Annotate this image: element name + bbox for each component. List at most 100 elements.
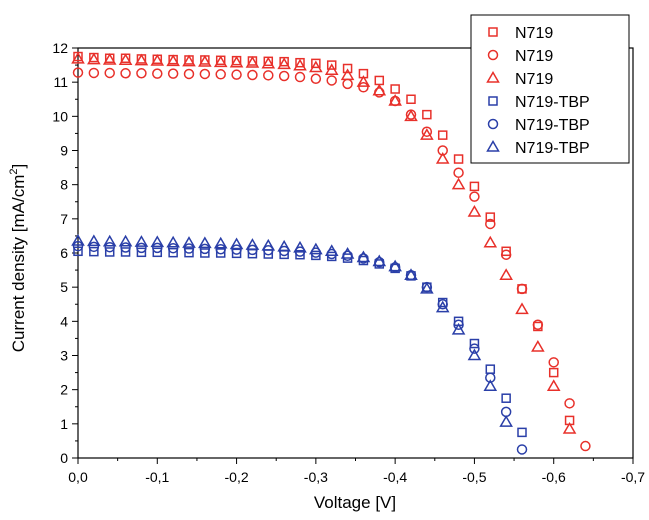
data-point [199,243,211,255]
y-axis-label-main: Current density [mA/cm [9,175,28,353]
data-point [388,93,402,106]
data-point [548,357,559,368]
y-tick-label: 12 [52,40,68,56]
data-point [483,379,498,391]
x-tick-label: -0,4 [383,469,407,485]
data-point [499,268,513,280]
data-point [342,78,353,90]
data-point [374,256,385,268]
y-tick-label: 8 [60,177,68,193]
data-point [215,248,226,258]
data-point [564,398,575,409]
data-point [231,244,242,255]
data-point [231,69,242,80]
data-point [168,247,178,258]
data-point [515,302,529,315]
data-point [167,242,179,254]
y-tick-label: 11 [53,74,68,90]
data-point [166,235,180,248]
legend-entry-label: N719-TBP [515,94,590,111]
data-point [435,152,450,164]
y-axis-label-end: ] [9,164,28,169]
x-tick-label: -0,7 [621,469,645,485]
data-point [485,212,496,222]
data-point [73,246,83,257]
data-point [404,268,418,280]
legend-box [470,14,630,164]
data-point [420,281,434,294]
data-point [213,236,228,249]
data-point [166,54,180,67]
data-point [72,240,84,252]
y-tick-label: 10 [52,108,68,124]
data-point [182,54,196,67]
data-point [136,242,147,254]
data-point [183,243,195,254]
legend-marker [487,118,499,130]
data-point [469,191,480,202]
data-point [295,57,305,68]
data-point [71,234,85,246]
legend-marker [486,71,500,83]
data-point [324,63,339,75]
data-point [374,75,385,86]
series-5-points [72,240,528,455]
data-point [309,242,323,255]
legend-entry-label: N719-TBP [515,117,590,134]
y-tick-label: 0 [60,450,68,466]
data-point [467,348,482,361]
data-point [485,364,496,374]
data-point [104,247,115,257]
data-point [229,237,244,250]
data-point [342,63,353,74]
data-point [390,84,400,94]
data-point [372,254,387,267]
y-tick-label: 6 [60,245,68,261]
data-point [136,247,147,258]
data-point [277,57,291,70]
data-point [309,60,323,73]
series-4-points [73,246,527,438]
data-point [104,67,115,79]
data-point [152,247,163,258]
data-point [294,71,306,83]
data-point [469,343,480,354]
data-point [580,440,591,452]
data-point [134,235,149,247]
data-point [198,55,212,67]
data-point [245,238,260,250]
y-tick-label: 9 [60,143,68,159]
data-point [247,69,258,81]
data-point [120,68,131,79]
data-point [247,244,258,256]
data-point [184,247,194,258]
data-point [546,379,561,391]
data-point [500,249,512,260]
data-point [88,67,100,79]
data-point [340,68,355,81]
data-point [136,68,147,79]
data-point [422,109,432,120]
y-axis-label: Current density [mA/cm2] [8,164,28,352]
data-point [167,68,179,79]
y-tick-label: 7 [60,211,68,227]
data-point [199,68,211,80]
legend-marker [488,96,498,106]
legend-marker [488,27,498,37]
data-point [372,83,387,96]
data-point [134,53,149,66]
data-point [356,75,371,87]
data-point [499,415,513,427]
data-point [435,300,450,313]
data-point [548,367,559,378]
data-point [340,247,355,259]
data-point [88,241,100,253]
data-point [483,235,498,248]
data-point [231,248,242,259]
data-point [406,94,416,104]
data-point [453,167,464,178]
x-tick-label: -0,1 [145,469,169,485]
data-point [388,259,402,272]
data-point [261,56,276,69]
